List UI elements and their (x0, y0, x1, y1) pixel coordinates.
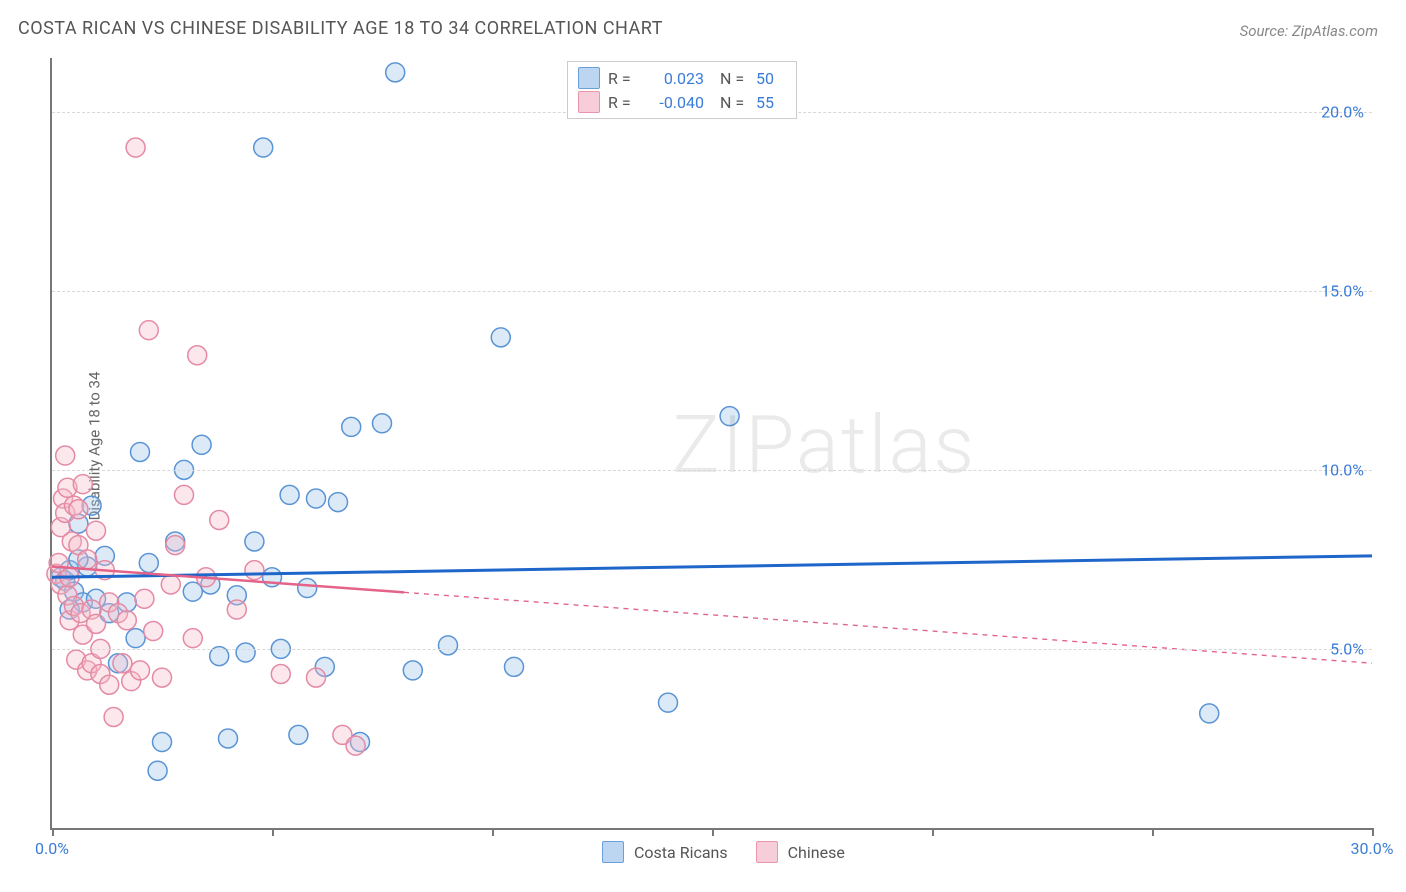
grid-line (52, 470, 1372, 471)
scatter-point (161, 575, 180, 594)
scatter-point (373, 414, 392, 433)
scatter-point (254, 138, 273, 157)
scatter-point (113, 654, 132, 673)
scatter-point (183, 629, 202, 648)
plot-svg (52, 58, 1372, 828)
scatter-point (403, 661, 422, 680)
scatter-point (505, 657, 524, 676)
x-tick-label: 0.0% (35, 839, 69, 858)
y-tick-label: 15.0% (1321, 281, 1364, 300)
scatter-point (100, 675, 119, 694)
scatter-point (271, 665, 290, 684)
scatter-point (139, 321, 158, 340)
scatter-point (227, 600, 246, 619)
scatter-point (1200, 704, 1219, 723)
scatter-plot-area: ZIPatlas 5.0%10.0%15.0%20.0%0.0%30.0%R =… (50, 58, 1372, 830)
scatter-point (148, 761, 167, 780)
scatter-point (87, 521, 106, 540)
scatter-point (245, 532, 264, 551)
y-tick-label: 10.0% (1321, 460, 1364, 479)
scatter-point (69, 500, 88, 519)
scatter-point (166, 536, 185, 555)
chart-container: COSTA RICAN VS CHINESE DISABILITY AGE 18… (0, 0, 1406, 892)
trend-line-dashed (404, 592, 1372, 663)
scatter-point (131, 442, 150, 461)
y-tick-label: 20.0% (1321, 102, 1364, 121)
scatter-point (139, 553, 158, 572)
r-value: -0.040 (644, 93, 704, 112)
grid-line (52, 291, 1372, 292)
x-tick-label: 30.0% (1351, 839, 1394, 858)
x-tick (272, 828, 274, 836)
r-label: R = (608, 69, 636, 88)
scatter-point (236, 643, 255, 662)
r-value: 0.023 (644, 69, 704, 88)
n-label: N = (720, 93, 748, 112)
scatter-point (289, 725, 308, 744)
scatter-point (135, 589, 154, 608)
scatter-point (104, 707, 123, 726)
scatter-point (659, 693, 678, 712)
y-tick-label: 5.0% (1330, 639, 1364, 658)
scatter-point (87, 614, 106, 633)
scatter-point (117, 611, 136, 630)
x-tick (712, 828, 714, 836)
scatter-point (175, 485, 194, 504)
scatter-point (329, 493, 348, 512)
scatter-point (126, 629, 145, 648)
chart-title: COSTA RICAN VS CHINESE DISABILITY AGE 18… (18, 18, 663, 39)
scatter-point (78, 550, 97, 569)
scatter-point (346, 736, 365, 755)
scatter-point (73, 475, 92, 494)
r-label: R = (608, 93, 636, 112)
scatter-point (491, 328, 510, 347)
legend-series-name: Chinese (788, 843, 845, 862)
scatter-point (219, 729, 238, 748)
legend-row: R = 0.023 N = 50 (578, 66, 786, 90)
n-value: 50 (756, 69, 786, 88)
legend-swatch (578, 91, 600, 113)
source-attribution: Source: ZipAtlas.com (1240, 22, 1378, 40)
scatter-point (439, 636, 458, 655)
legend-series-name: Costa Ricans (634, 843, 728, 862)
legend-swatch (756, 841, 778, 863)
scatter-point (153, 668, 172, 687)
correlation-legend: R = 0.023 N = 50 R = -0.040 N = 55 (567, 61, 797, 119)
x-tick (52, 828, 54, 836)
scatter-point (298, 579, 317, 598)
scatter-point (126, 138, 145, 157)
scatter-point (153, 733, 172, 752)
n-label: N = (720, 69, 748, 88)
scatter-point (188, 346, 207, 365)
legend-row: R = -0.040 N = 55 (578, 90, 786, 114)
x-tick (1372, 828, 1374, 836)
scatter-point (342, 417, 361, 436)
x-tick (932, 828, 934, 836)
grid-line (52, 649, 1372, 650)
scatter-point (720, 407, 739, 426)
scatter-point (131, 661, 150, 680)
legend-swatch (578, 67, 600, 89)
scatter-point (210, 511, 229, 530)
legend-swatch (602, 841, 624, 863)
series-legend: Costa Ricans Chinese (602, 841, 863, 863)
scatter-point (245, 561, 264, 580)
x-tick (1152, 828, 1154, 836)
n-value: 55 (756, 93, 786, 112)
scatter-point (307, 489, 326, 508)
x-tick (492, 828, 494, 836)
scatter-point (56, 446, 75, 465)
scatter-point (280, 485, 299, 504)
scatter-point (144, 622, 163, 641)
scatter-point (192, 435, 211, 454)
scatter-point (307, 668, 326, 687)
scatter-point (386, 63, 405, 82)
